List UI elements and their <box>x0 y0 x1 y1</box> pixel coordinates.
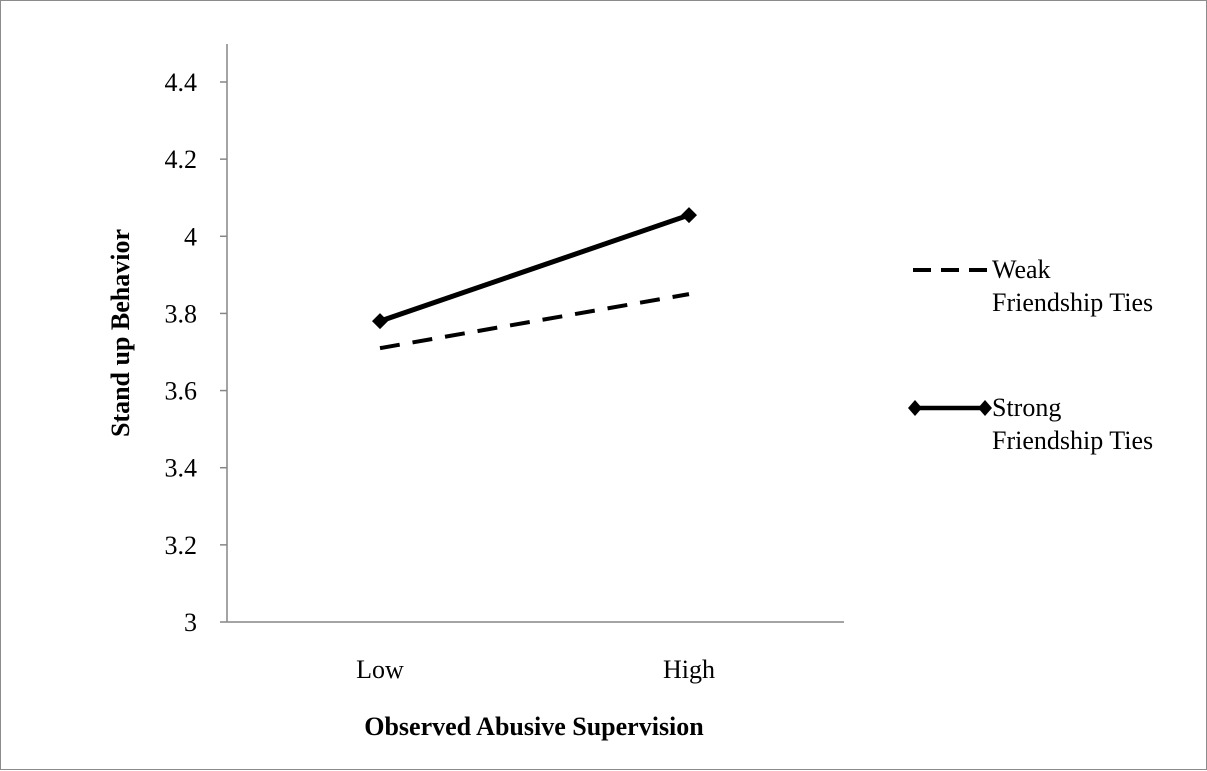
legend-diamond-left-icon <box>908 400 922 416</box>
data-point-marker <box>372 313 388 330</box>
y-tick-label: 4 <box>184 222 197 251</box>
legend-label-weak: Weak Friendship Ties <box>992 255 1153 317</box>
x-tick-label: Low <box>356 655 404 684</box>
legend: Weak Friendship Ties Strong Friendship T… <box>908 255 1153 455</box>
legend-item-weak: Weak Friendship Ties <box>913 255 1153 317</box>
y-tick-label: 4.2 <box>165 145 198 174</box>
x-tick-label: High <box>663 655 715 684</box>
y-tick-label: 3.4 <box>165 454 198 483</box>
y-tick-label: 3.8 <box>165 299 198 328</box>
legend-item-strong: Strong Friendship Ties <box>908 393 1153 455</box>
x-axis-title: Observed Abusive Supervision <box>364 712 704 741</box>
series-line <box>379 212 690 324</box>
legend-label-strong-line2: Friendship Ties <box>992 426 1153 455</box>
legend-label-weak-line1: Weak <box>992 255 1051 284</box>
series-line <box>379 292 690 351</box>
y-tick-label: 3 <box>184 608 197 637</box>
axes <box>226 44 844 623</box>
y-tick-label: 3.2 <box>165 531 198 560</box>
series-layer <box>372 207 697 351</box>
series-weak <box>379 292 690 351</box>
legend-label-strong: Strong Friendship Ties <box>992 393 1153 455</box>
series-strong <box>372 207 697 330</box>
x-ticks: Low High <box>356 655 715 684</box>
y-ticks: 3 3.2 3.4 3.6 3.8 4 4.2 4.4 <box>165 68 227 637</box>
legend-diamond-right-icon <box>978 400 992 416</box>
y-tick-label: 4.4 <box>165 68 198 97</box>
legend-label-weak-line2: Friendship Ties <box>992 288 1153 317</box>
y-tick-label: 3.6 <box>165 377 198 406</box>
legend-label-strong-line1: Strong <box>992 393 1061 422</box>
data-point-marker <box>681 207 697 224</box>
y-axis-title: Stand up Behavior <box>106 229 135 437</box>
